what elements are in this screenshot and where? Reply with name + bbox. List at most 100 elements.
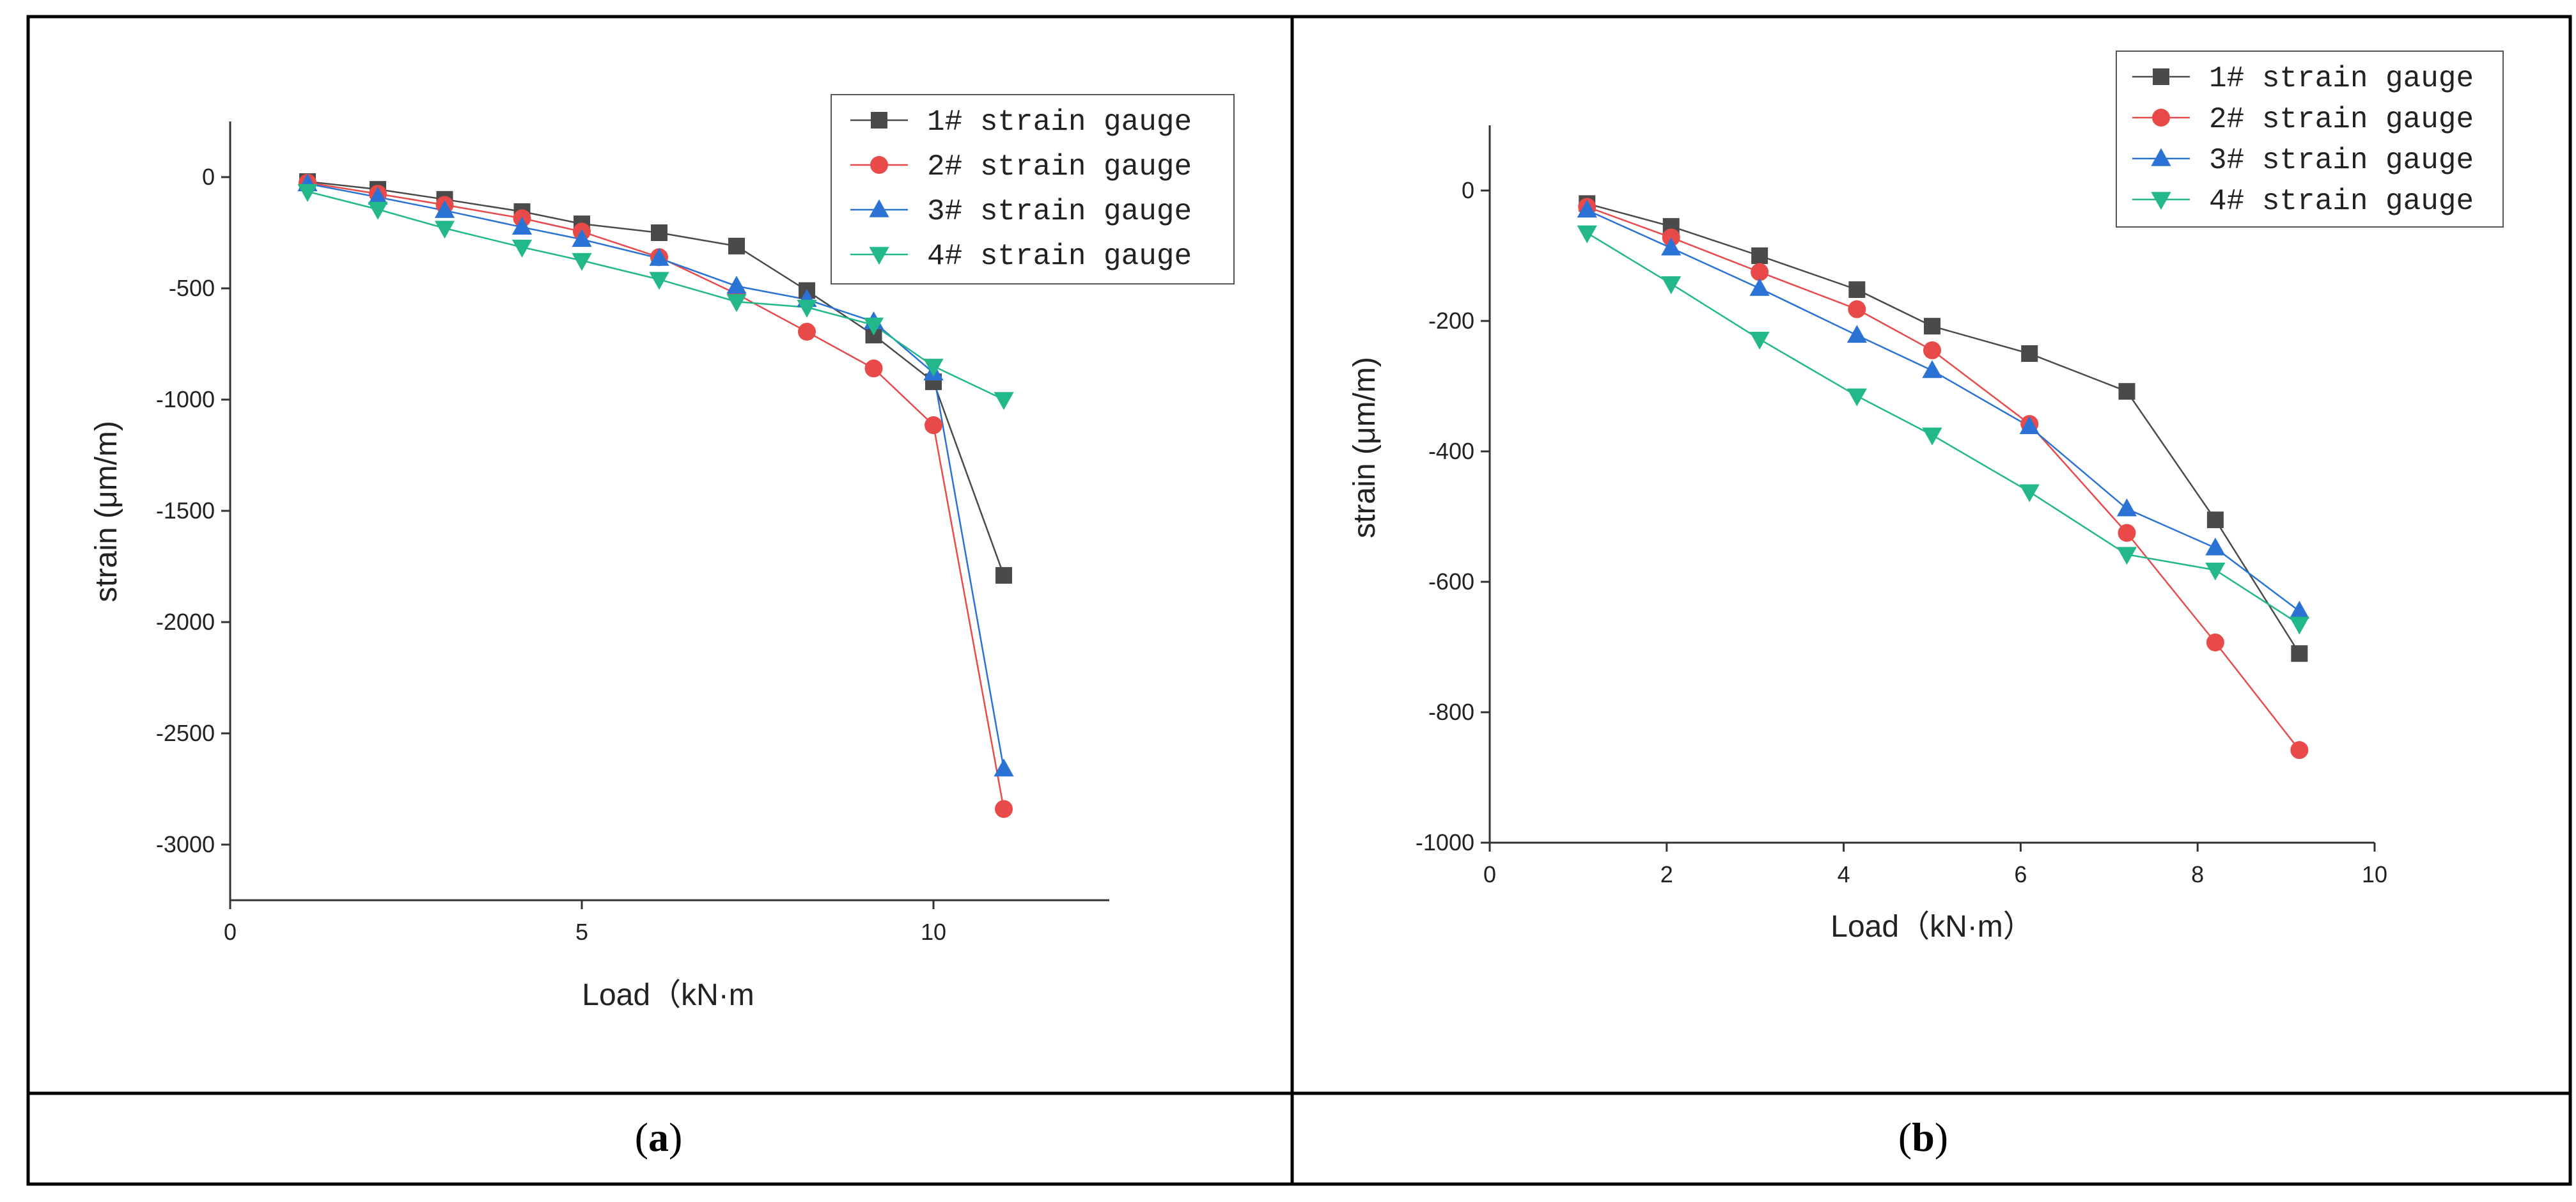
chart-a-series-4-point: [923, 359, 944, 377]
caption-a: (a): [635, 1114, 683, 1160]
chart-a-series-2-point: [995, 800, 1013, 818]
chart-a-legend-label-1: 1# strain gauge: [927, 105, 1192, 139]
chart-b-ytick-label: 0: [1462, 177, 1474, 203]
chart-b-ytick-label: -600: [1428, 568, 1474, 595]
chart-b-series-1-point: [1751, 247, 1768, 264]
chart-a-series-3-point: [368, 187, 388, 205]
chart-b-series-1-line: [1586, 203, 2300, 654]
chart-a-series-3-point: [511, 217, 533, 235]
chart-a-legend-label-3: 3# strain gauge: [927, 195, 1192, 228]
chart-b-ylabel: strain (μm/m): [1348, 357, 1382, 538]
chart-b-legend-label-2: 2# strain gauge: [2209, 103, 2474, 136]
chart-a-ytick-label: -2500: [156, 720, 215, 746]
chart-a-ytick-label: -1500: [156, 497, 215, 524]
caption-a-close: ): [669, 1114, 682, 1160]
chart-b-series-2-point: [1751, 263, 1769, 281]
chart-b-series-4-point: [2205, 562, 2226, 581]
chart-b-xlabel: Load（kN·m）: [1831, 910, 2033, 944]
chart-a-legend-marker-2: [870, 156, 888, 174]
chart-b-series-2-line: [1586, 206, 2300, 751]
chart-b-series-4-point: [1846, 388, 1867, 407]
chart-b-series-2-point: [2290, 741, 2309, 760]
chart-b-xtick-label: 6: [2014, 861, 2027, 887]
chart-b-ytick-label: -1000: [1416, 829, 1474, 855]
chart-a-series-1-point: [995, 566, 1012, 584]
chart-a-series-2-point: [798, 322, 816, 341]
chart-a-legend-label-4: 4# strain gauge: [927, 240, 1192, 273]
chart-b-series-3-point: [1846, 325, 1867, 343]
chart-a-series-4-point: [649, 272, 669, 290]
caption-b-open: (: [1898, 1114, 1912, 1160]
chart-b-series-3-point: [1661, 237, 1682, 256]
chart-a-xtick-label: 5: [575, 919, 588, 945]
caption-a-open: (: [635, 1114, 648, 1160]
chart-b-xtick-label: 2: [1660, 861, 1673, 887]
chart-a-ytick-label: -500: [169, 275, 215, 301]
chart-b-legend-marker-4: [2151, 192, 2171, 210]
chart-b-legend-label-3: 3# strain gauge: [2209, 144, 2474, 177]
chart-b-legend-marker-2: [2152, 109, 2170, 127]
chart-b-series-4-point: [2019, 484, 2040, 503]
chart-a-legend-marker-4: [869, 247, 889, 265]
chart-a-legend-marker-1: [871, 112, 887, 129]
chart-b-series-1-point: [1848, 281, 1866, 299]
chart-a-ytick-label: -1000: [156, 386, 215, 412]
chart-b-series-1-point: [2118, 383, 2135, 400]
chart-a-series-4-point: [434, 221, 455, 239]
chart-b-ytick-label: -800: [1428, 699, 1474, 725]
chart-a-ytick-label: -2000: [156, 609, 215, 635]
chart-a-series-3-point: [572, 229, 592, 247]
chart-a-series-2-point: [864, 359, 883, 378]
chart-a-series-2-point: [925, 416, 942, 435]
chart-a-legend-label-2: 2# strain gauge: [927, 150, 1192, 183]
chart-b-series-4-point: [1749, 331, 1770, 350]
chart-b-legend-label-4: 4# strain gauge: [2209, 185, 2474, 218]
chart-b-series-2-point: [2118, 524, 2136, 542]
chart-b-legend-marker-1: [2153, 68, 2169, 85]
chart-b: 0 -200 -400 -600 -800 -1000 0 2 4 6 8 10 strain (μ…: [1348, 51, 2504, 944]
chart-b-xtick-label: 0: [1483, 861, 1496, 887]
chart-a-legend-marker-3: [869, 199, 889, 217]
chart-b-ytick-label: -200: [1428, 308, 1474, 334]
chart-a-xtick-label: 10: [921, 919, 946, 945]
chart-a-series-4-point: [297, 183, 318, 202]
chart-b-series-3-point: [2205, 537, 2226, 556]
caption-b-close: ): [1935, 1114, 1948, 1160]
chart-b-xtick-label: 10: [2362, 861, 2387, 887]
chart-b-series-4-point: [1661, 276, 1682, 295]
chart-a-series-4-point: [994, 392, 1014, 410]
chart-a-series-4-point: [726, 294, 747, 313]
chart-a-series-1-point: [651, 224, 667, 241]
chart-b-series-4-point: [2116, 547, 2137, 565]
chart-b-series-3-point: [2019, 416, 2040, 434]
chart-b-xtick-label: 4: [1838, 861, 1850, 887]
chart-a-series-3-point: [726, 276, 747, 294]
chart-b-series-2-point: [1923, 341, 1941, 359]
chart-b-series-3-point: [1922, 360, 1942, 379]
chart-b-series-3-line: [1586, 209, 2300, 612]
chart-a-legend: 1# strain gauge 2# strain gauge 3# strain …: [831, 94, 1235, 285]
chart-b-series-4-point: [2289, 616, 2309, 635]
chart-b-series-3-point: [2116, 498, 2137, 517]
chart-a-ytick-label: 0: [202, 164, 215, 190]
chart-b-ytick-label: -400: [1428, 438, 1474, 464]
chart-b-legend-marker-3: [2151, 148, 2171, 166]
chart-a-ytick-label: -3000: [156, 831, 215, 857]
chart-b-series-2-point: [1662, 228, 1680, 247]
chart-a-series-1-point: [728, 237, 745, 254]
chart-b-xtick-label: 8: [2191, 861, 2204, 887]
chart-b-legend-label-1: 1# strain gauge: [2209, 62, 2474, 95]
chart-b-series-4-point: [1922, 427, 1942, 446]
chart-b-legend-box: [2116, 51, 2504, 228]
chart-b-series-1-point: [2291, 645, 2308, 662]
figure-frame: [26, 15, 2572, 1186]
chart-a-ylabel: strain (μm/m): [90, 421, 123, 602]
chart-b-series-1-point: [2021, 345, 2038, 362]
caption-a-letter: a: [648, 1114, 669, 1160]
chart-a-xlabel: Load（kN·m: [582, 978, 754, 1012]
caption-b-letter: b: [1912, 1114, 1935, 1160]
chart-b-series-4-point: [1577, 225, 1597, 244]
chart-b-series-2-point: [1848, 300, 1866, 318]
chart-b-legend: 1# strain gauge 2# strain gauge 3# strain …: [2116, 51, 2504, 228]
